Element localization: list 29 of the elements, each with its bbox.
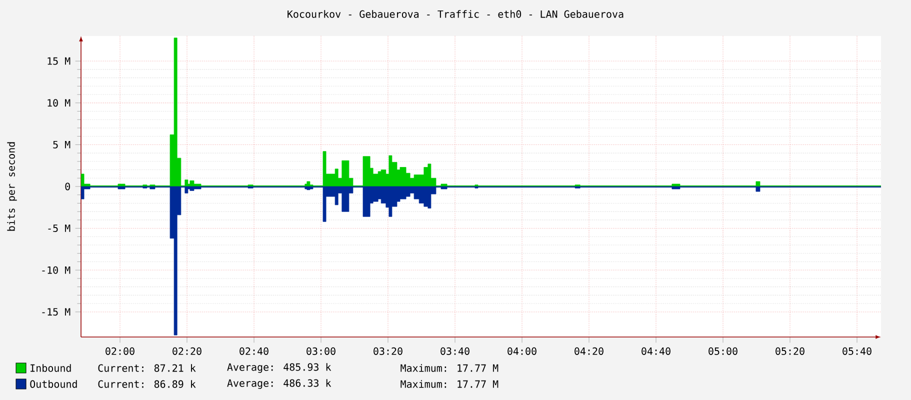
legend-label: Inbound	[30, 364, 71, 372]
x-tick-label: 04:40	[642, 347, 670, 355]
text: Maximum: 17.77 M	[400, 364, 498, 372]
x-tick-label: 05:00	[708, 347, 738, 355]
x-tick-label: 05:40	[842, 347, 872, 355]
text: Current: 87.21 k	[98, 364, 196, 372]
x-tick-label: 02:40	[240, 347, 268, 355]
x-tick-label: 03:40	[440, 347, 470, 355]
y-tick-label: 5 M	[53, 140, 70, 148]
x-tick-label: 03:00	[306, 347, 336, 355]
y-tick-label: -10 M	[42, 266, 70, 274]
x-tick-label: 04:20	[574, 347, 604, 355]
x-tick-label: 02:00	[106, 347, 134, 355]
text: Maximum: 17.77 M	[400, 380, 498, 388]
x-tick-label: 04:00	[508, 347, 536, 355]
x-tick-label: 03:20	[374, 347, 402, 355]
y-axis-title: bits per second	[7, 142, 17, 231]
text: Current: 86.89 k	[98, 380, 196, 388]
chart-title: Kocourkov - Gebauerova - Traffic - eth0 - LAN Gebauerova	[288, 10, 624, 18]
x-tick-label: 02:20	[172, 347, 202, 355]
text: Average: 486.33 k	[227, 379, 332, 389]
y-tick-label: 10 M	[48, 99, 70, 107]
y-tick-label: 15 M	[48, 57, 70, 65]
y-tick-label: 0	[65, 182, 70, 190]
text: Average: 485.93 k	[227, 363, 332, 373]
x-tick-label: 05:20	[776, 347, 804, 355]
y-tick-label: -15 M	[42, 308, 70, 316]
legend-label: Outbound	[30, 380, 77, 388]
y-tick-label: -5 M	[48, 224, 70, 232]
